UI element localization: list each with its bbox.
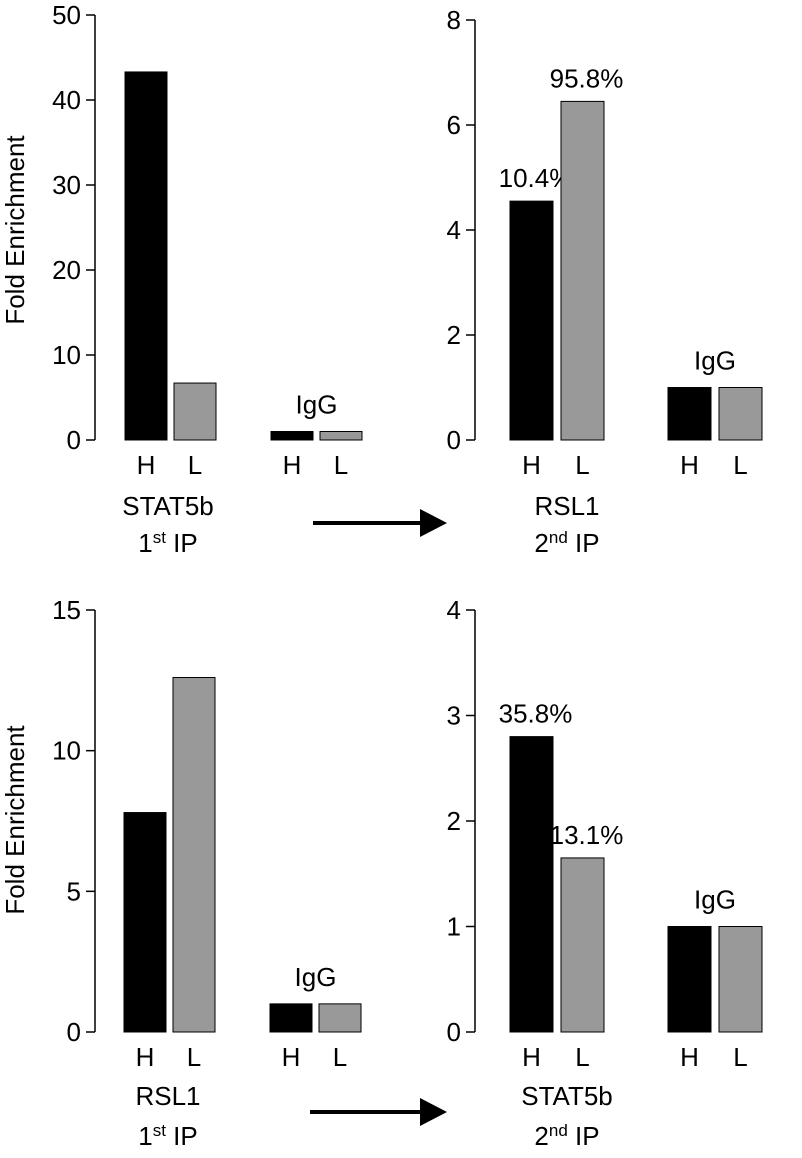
bar xyxy=(509,200,554,441)
x-tick-label: H xyxy=(522,450,541,480)
bar xyxy=(560,857,605,1033)
group-label: IgG xyxy=(694,346,736,376)
caption-ip: 1st IP xyxy=(138,528,198,558)
bar xyxy=(718,387,763,441)
y-tick-label: 5 xyxy=(67,876,81,906)
y-tick-label: 15 xyxy=(52,595,81,625)
caption-base: 2 xyxy=(534,1121,548,1151)
caption-rest: IP xyxy=(568,528,600,558)
bar xyxy=(124,71,168,441)
bar xyxy=(509,736,554,1033)
caption-ip: 1st IP xyxy=(138,1121,198,1151)
x-tick-label: L xyxy=(575,1042,589,1072)
x-tick-label: L xyxy=(733,1042,747,1072)
x-tick-label: L xyxy=(575,450,589,480)
y-tick-label: 20 xyxy=(52,255,81,285)
caption-name: STAT5b xyxy=(521,1081,613,1111)
group-label: IgG xyxy=(694,885,736,915)
y-tick-label: 1 xyxy=(447,912,461,942)
y-tick-label: 6 xyxy=(447,110,461,140)
caption-base: 1 xyxy=(138,528,152,558)
caption-sup: nd xyxy=(549,528,568,547)
arrow-head xyxy=(420,509,447,537)
bar xyxy=(667,926,712,1033)
value-annotation: 10.4% xyxy=(499,163,573,193)
y-tick-label: 2 xyxy=(447,806,461,836)
bar xyxy=(123,812,167,1033)
x-tick-label: H xyxy=(283,450,302,480)
group-label: IgG xyxy=(296,390,338,420)
x-tick-label: H xyxy=(137,450,156,480)
caption-base: 2 xyxy=(534,528,548,558)
x-tick-label: L xyxy=(333,1042,347,1072)
x-tick-label: L xyxy=(188,450,202,480)
caption-ip: 2nd IP xyxy=(534,528,599,558)
caption-rest: IP xyxy=(166,528,198,558)
bar xyxy=(560,100,605,441)
caption-sup: nd xyxy=(549,1121,568,1140)
bar xyxy=(172,677,216,1033)
arrow-head xyxy=(420,1098,447,1126)
bar xyxy=(318,1003,362,1033)
caption-name: RSL1 xyxy=(135,1081,200,1111)
value-annotation: 35.8% xyxy=(499,699,573,729)
x-tick-label: H xyxy=(680,1042,699,1072)
y-tick-label: 0 xyxy=(67,1017,81,1047)
caption-sup: st xyxy=(153,1121,167,1140)
bar xyxy=(270,431,314,441)
y-tick-label: 50 xyxy=(52,0,81,30)
bar xyxy=(667,387,712,441)
group-label: IgG xyxy=(295,962,337,992)
bar xyxy=(173,382,217,441)
x-tick-label: H xyxy=(522,1042,541,1072)
caption-rest: IP xyxy=(568,1121,600,1151)
value-annotation: 13.1% xyxy=(550,820,624,850)
caption-name: STAT5b xyxy=(122,491,214,521)
y-tick-label: 4 xyxy=(447,595,461,625)
x-tick-label: L xyxy=(733,450,747,480)
x-tick-label: H xyxy=(136,1042,155,1072)
bar xyxy=(718,926,763,1033)
y-tick-label: 4 xyxy=(447,215,461,245)
y-axis-label: Fold Enrichment xyxy=(0,725,30,915)
y-tick-label: 0 xyxy=(67,425,81,455)
x-tick-label: H xyxy=(282,1042,301,1072)
bar xyxy=(269,1003,313,1033)
caption-name: RSL1 xyxy=(534,491,599,521)
y-tick-label: 3 xyxy=(447,701,461,731)
y-tick-label: 10 xyxy=(52,340,81,370)
y-tick-label: 40 xyxy=(52,85,81,115)
caption-rest: IP xyxy=(166,1121,198,1151)
y-tick-label: 30 xyxy=(52,170,81,200)
value-annotation: 95.8% xyxy=(550,63,624,93)
bar xyxy=(319,431,363,441)
x-tick-label: H xyxy=(680,450,699,480)
y-tick-label: 8 xyxy=(447,5,461,35)
caption-base: 1 xyxy=(138,1121,152,1151)
y-tick-label: 0 xyxy=(447,1017,461,1047)
x-tick-label: L xyxy=(187,1042,201,1072)
y-tick-label: 10 xyxy=(52,736,81,766)
y-tick-label: 0 xyxy=(447,425,461,455)
y-axis-label: Fold Enrichment xyxy=(0,135,30,325)
x-tick-label: L xyxy=(334,450,348,480)
y-tick-label: 2 xyxy=(447,320,461,350)
caption-ip: 2nd IP xyxy=(534,1121,599,1151)
caption-sup: st xyxy=(153,528,167,547)
